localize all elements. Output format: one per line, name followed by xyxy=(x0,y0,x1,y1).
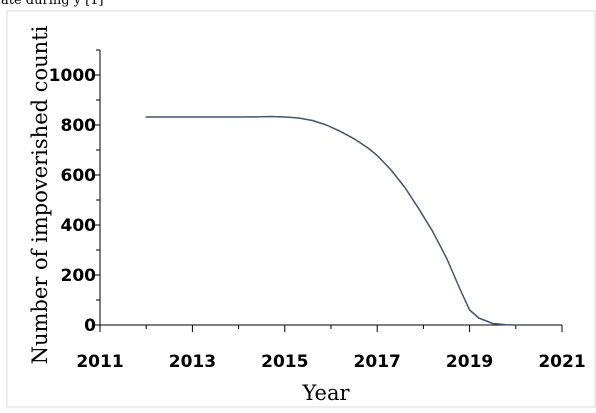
series-line xyxy=(145,115,517,326)
chart-border xyxy=(6,10,596,408)
x-tick-label: 2021 xyxy=(538,352,585,372)
x-tick-label: 2017 xyxy=(354,352,401,372)
y-tick-label: 800 xyxy=(61,116,97,136)
x-axis-ticks: 2011 2013 2015 2017 2019 2021 xyxy=(76,325,586,372)
series-group xyxy=(145,115,517,326)
x-axis-title: Year xyxy=(301,381,350,405)
y-tick-label: 1000 xyxy=(49,66,96,86)
y-axis-title: Number of impoverished counti xyxy=(28,25,52,364)
y-tick-label: 400 xyxy=(61,216,97,236)
y-axis-ticks: 0 200 400 600 800 1000 xyxy=(49,49,100,336)
x-tick-label: 2019 xyxy=(446,352,493,372)
caption-fragment: ate during y [1] xyxy=(1,0,104,8)
x-tick-label: 2013 xyxy=(169,352,216,372)
x-tick-label: 2011 xyxy=(76,352,123,372)
x-tick-label: 2015 xyxy=(261,352,308,372)
y-tick-label: 200 xyxy=(61,266,97,286)
y-tick-label: 0 xyxy=(84,316,96,336)
y-tick-label: 600 xyxy=(61,166,97,186)
